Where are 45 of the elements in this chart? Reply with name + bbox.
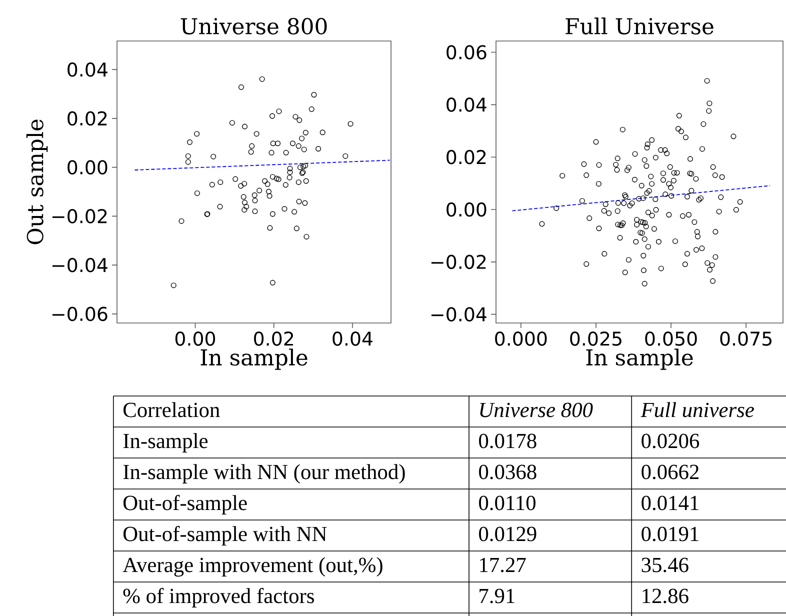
data-label: 7.91 [480, 588, 514, 604]
y-tick-label: 0.04 [446, 98, 486, 112]
y-tick-label: 0.00 [68, 160, 108, 174]
text: Full universe [640, 402, 754, 418]
x-tick-label: 0.025 [570, 332, 622, 346]
x-tick-label: 0.050 [645, 332, 697, 346]
chart-title: Universe 800 [180, 18, 327, 34]
y-tick-label: −0.02 [52, 209, 107, 224]
text: Universe 800 [480, 402, 593, 418]
data-label: 0.0662 [642, 464, 699, 480]
category-label: In-sample with NN (our method) [123, 464, 405, 484]
y-tick-label: 0.06 [446, 45, 486, 60]
y-tick-label: 0.00 [446, 202, 486, 217]
x-axis-title: In sample [586, 348, 693, 370]
text: Correlation [123, 402, 220, 418]
x-tick-label: 0.02 [254, 332, 294, 346]
data-label: 35.46 [642, 558, 688, 572]
y-tick-label: −0.02 [431, 254, 486, 270]
data-label: 0.0206 [642, 434, 700, 448]
data-label: 0.0191 [642, 526, 698, 542]
category-label: Out-of-sample with NN [123, 526, 327, 546]
y-axis-title: Out sample [26, 120, 48, 244]
chart-title: Full Universe [566, 18, 714, 34]
data-label: 0.0178 [479, 434, 536, 448]
y-tick-label: 0.02 [68, 111, 107, 126]
data-label: 17.27 [480, 558, 526, 572]
category-label: Out-of-sample [123, 494, 247, 515]
y-tick-label: 0.04 [68, 62, 108, 77]
y-tick-label: −0.04 [52, 258, 108, 272]
data-label: 0.0129 [479, 526, 536, 542]
x-tick-label: 0.000 [495, 332, 547, 346]
data-label: 0.0141 [642, 496, 698, 510]
y-tick-label: 0.02 [446, 150, 486, 164]
y-tick-label: −0.06 [52, 306, 108, 322]
x-tick-label: 0.00 [175, 332, 216, 346]
x-tick-label: 0.075 [720, 332, 772, 346]
category-label: Average improvement (out,%) [122, 557, 382, 577]
data-label: 0.0368 [479, 464, 536, 480]
data-label: 12.86 [642, 588, 688, 604]
data-label: 0.0110 [479, 496, 536, 510]
x-axis-title: In sample [200, 348, 308, 370]
y-tick-label: −0.04 [431, 307, 486, 322]
category-label: % of improved factors [123, 588, 314, 608]
x-tick-label: 0.04 [332, 332, 372, 346]
category-label: In-sample [123, 433, 208, 453]
